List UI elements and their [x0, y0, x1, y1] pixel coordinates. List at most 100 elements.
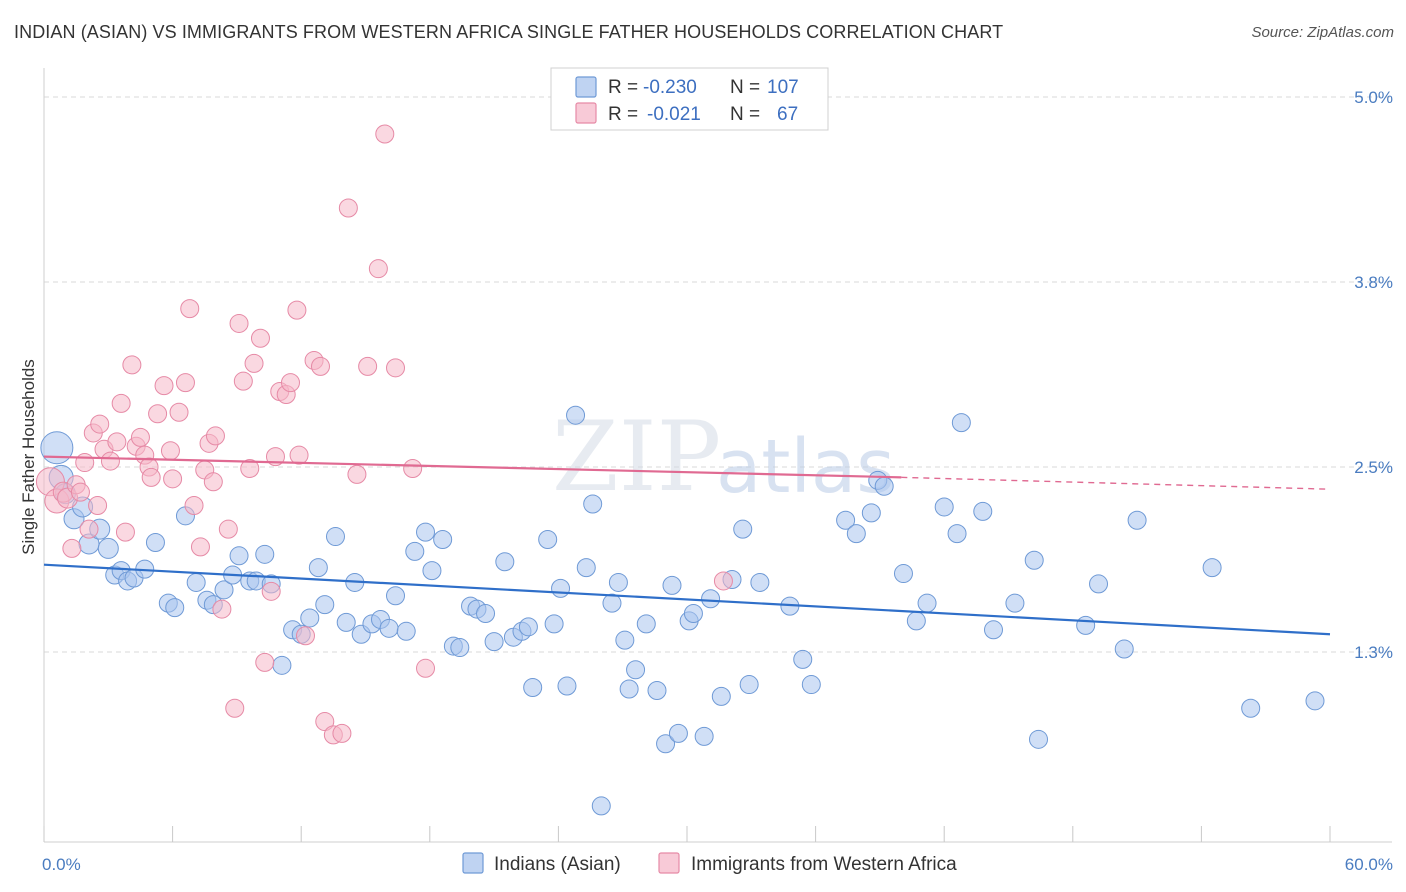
data-point-1-10: [88, 495, 108, 515]
data-point-1-13: [100, 451, 120, 471]
legend-n-value-indians: 107: [767, 77, 799, 98]
correlation-legend: R = -0.230 N = 107 R = -0.021 N = 67: [550, 67, 829, 131]
data-point-0-100: [1005, 593, 1025, 613]
trend-line-0: [43, 563, 1331, 636]
data-point-0-109: [1305, 691, 1325, 711]
data-point-0-99: [983, 620, 1003, 640]
legend-r-label-indians: R =: [608, 77, 638, 98]
data-point-0-0: [40, 431, 74, 465]
data-point-0-62: [576, 558, 596, 578]
data-point-0-64: [591, 796, 611, 816]
legend-n-label-immigrants: N =: [730, 104, 760, 125]
data-point-1-6: [70, 482, 90, 502]
data-point-0-50: [476, 604, 496, 624]
x-tick-label-0: 0.0%: [42, 855, 81, 874]
data-point-1-37: [218, 519, 238, 539]
data-point-0-94: [917, 593, 937, 613]
data-point-1-7: [75, 453, 95, 473]
legend-r-value-indians: -0.230: [643, 77, 697, 98]
legend-swatch-indians-bottom: [462, 852, 484, 874]
data-point-1-34: [203, 472, 223, 492]
data-point-0-97: [951, 413, 971, 433]
data-point-0-56: [523, 678, 543, 698]
data-point-0-55: [518, 617, 538, 637]
data-point-0-93: [906, 611, 926, 631]
data-point-0-13: [145, 532, 165, 552]
data-point-0-61: [566, 405, 586, 425]
data-point-0-108: [1241, 698, 1261, 718]
data-point-0-42: [405, 541, 425, 561]
data-point-1-62: [375, 124, 395, 144]
data-point-1-60: [358, 356, 378, 376]
data-point-0-95: [934, 497, 954, 517]
trend-lines: [43, 455, 1331, 636]
data-point-0-33: [325, 527, 345, 547]
data-point-1-59: [347, 464, 367, 484]
data-point-0-34: [336, 612, 356, 632]
data-point-0-78: [701, 589, 721, 609]
data-point-0-69: [626, 660, 646, 680]
data-point-0-83: [750, 572, 770, 592]
data-point-0-63: [583, 494, 603, 514]
data-point-1-44: [255, 652, 275, 672]
data-point-1-22: [141, 467, 161, 487]
data-point-0-96: [947, 524, 967, 544]
legend-swatch-immigrants-bottom: [658, 852, 680, 874]
data-point-0-107: [1202, 558, 1222, 578]
data-point-1-65: [416, 658, 436, 678]
y-tick-label-3: 5.0%: [1354, 88, 1393, 107]
data-point-0-86: [801, 675, 821, 695]
y-tick-label-1: 2.5%: [1354, 458, 1393, 477]
data-point-0-98: [973, 501, 993, 521]
legend-box: [550, 67, 829, 131]
legend-n-label-indians: N =: [730, 77, 760, 98]
data-point-0-85: [793, 649, 813, 669]
data-point-1-28: [175, 373, 195, 393]
data-point-1-55: [315, 712, 335, 732]
data-point-0-43: [416, 522, 436, 542]
data-point-0-57: [538, 530, 558, 550]
data-point-0-65: [602, 593, 622, 613]
data-point-0-58: [544, 614, 564, 634]
data-point-0-102: [1029, 729, 1049, 749]
y-tick-label-0: 1.3%: [1354, 643, 1393, 662]
watermark-atlas: atlas: [716, 424, 895, 510]
series-legend: Indians (Asian) Immigrants from Western …: [462, 852, 957, 875]
data-point-0-22: [229, 546, 249, 566]
data-point-0-105: [1114, 639, 1134, 659]
data-point-1-30: [184, 495, 204, 515]
data-point-0-70: [636, 614, 656, 634]
x-tick-label-1: 60.0%: [1345, 855, 1393, 874]
data-point-1-31: [190, 537, 210, 557]
data-point-1-26: [163, 469, 183, 489]
data-point-0-74: [668, 723, 688, 743]
data-point-0-92: [893, 564, 913, 584]
data-point-1-35: [205, 426, 225, 446]
data-point-0-59: [551, 578, 571, 598]
data-point-1-19: [130, 427, 150, 447]
legend-label-indians: Indians (Asian): [494, 854, 621, 875]
data-point-1-11: [90, 414, 110, 434]
data-point-1-40: [233, 371, 253, 391]
data-point-0-41: [396, 621, 416, 641]
data-point-0-17: [186, 572, 206, 592]
data-point-1-14: [107, 432, 127, 452]
data-point-1-64: [403, 458, 423, 478]
data-point-0-89: [861, 503, 881, 523]
trend-extension-1: [901, 476, 1331, 490]
data-point-0-101: [1024, 550, 1044, 570]
data-point-0-73: [662, 575, 682, 595]
data-point-0-60: [557, 676, 577, 696]
legend-swatch-indians: [575, 76, 597, 98]
tick-labels: 1.3% 2.5% 3.8% 5.0% 0.0% 60.0%: [42, 88, 1393, 874]
legend-r-label-immigrants: R =: [608, 104, 638, 125]
data-point-0-39: [379, 618, 399, 638]
data-point-0-31: [308, 558, 328, 578]
series-indians-asian: [40, 405, 1325, 816]
data-point-0-44: [422, 561, 442, 581]
y-axis-label: Single Father Households: [19, 359, 38, 555]
data-point-1-4: [62, 538, 82, 558]
data-point-1-36: [212, 599, 232, 619]
y-tick-label-2: 3.8%: [1354, 273, 1393, 292]
